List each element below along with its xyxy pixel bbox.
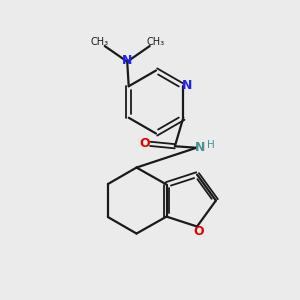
Text: N: N: [182, 79, 193, 92]
Text: H: H: [207, 140, 215, 150]
Text: O: O: [140, 137, 150, 150]
Text: N: N: [122, 54, 132, 67]
Text: CH₃: CH₃: [146, 38, 164, 47]
Text: O: O: [193, 225, 204, 239]
Text: N: N: [195, 141, 205, 154]
Text: CH₃: CH₃: [90, 38, 108, 47]
